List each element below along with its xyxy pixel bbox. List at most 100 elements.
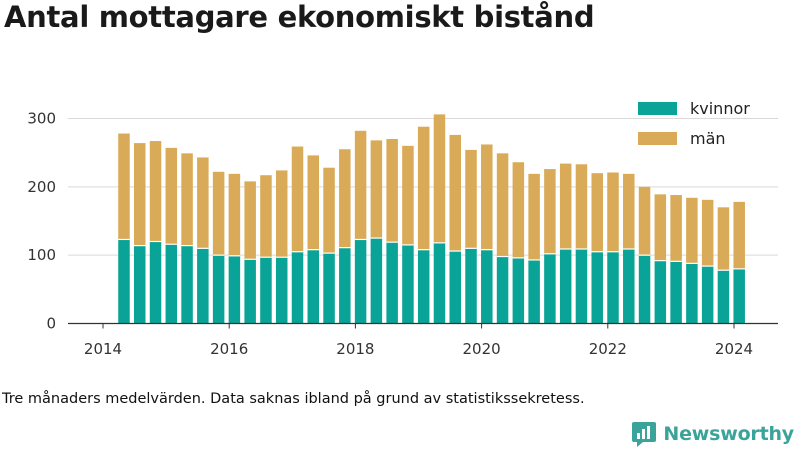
legend-swatch [638, 102, 677, 115]
bar-man [417, 126, 430, 250]
bar-kvinnor [323, 253, 335, 324]
bar-kvinnor [481, 249, 493, 324]
bar-kvinnor [559, 249, 572, 324]
stacked-bar-chart: 0 100 200 300 2014 2016 2018 2020 2022 2024 kvin… [27, 99, 778, 358]
legend: kvinnor män [638, 99, 750, 148]
y-tick-label: 100 [27, 246, 56, 264]
bar-kvinnor [402, 244, 414, 324]
bar-man [623, 173, 635, 250]
x-tick-label: 2014 [84, 340, 122, 358]
bar-kvinnor [623, 249, 635, 324]
bar-man [512, 162, 525, 258]
bar-kvinnor [575, 249, 588, 324]
x-tick-label: 2018 [336, 340, 374, 358]
bar-kvinnor [275, 257, 288, 324]
bar-man [118, 133, 130, 240]
bar-man [670, 195, 682, 262]
bar-man [433, 114, 446, 243]
bar-man [544, 169, 556, 254]
bar-kvinnor [134, 245, 146, 324]
bar-kvinnor [512, 257, 525, 324]
bar-man [197, 157, 209, 249]
bar-kvinnor [370, 238, 383, 324]
bar-kvinnor [197, 248, 209, 324]
bar-man [291, 146, 304, 252]
bar-man [260, 175, 272, 258]
bar-man [481, 144, 493, 250]
brand-logo[interactable]: Newsworthy [631, 420, 794, 448]
bar-kvinnor [433, 242, 446, 324]
y-tick-label: 0 [46, 315, 56, 333]
bar-kvinnor [291, 251, 304, 324]
bar-man [244, 181, 256, 260]
bar-kvinnor [465, 248, 477, 324]
bar-man [181, 153, 193, 246]
bar-kvinnor [354, 239, 367, 324]
bar-man [717, 207, 730, 271]
bar-kvinnor [149, 241, 162, 324]
bar-kvinnor [528, 259, 540, 324]
x-tick-label: 2022 [589, 340, 627, 358]
x-axis: 2014 2016 2018 2020 2022 2024 [68, 322, 778, 358]
bar-man [686, 197, 698, 264]
bar-man [228, 173, 241, 256]
y-tick-label: 200 [27, 178, 56, 196]
bar-kvinnor [260, 257, 272, 324]
bar-kvinnor [591, 251, 603, 324]
bar-man [559, 163, 572, 250]
bar-kvinnor [638, 255, 651, 324]
bar-man [212, 171, 225, 256]
bar-man [386, 139, 398, 243]
newsworthy-logo-icon [632, 422, 657, 447]
bar-kvinnor [244, 259, 256, 324]
bar-man [465, 149, 477, 249]
bar-kvinnor [544, 253, 556, 324]
y-tick-label: 300 [27, 110, 56, 128]
bar-man [339, 149, 351, 248]
bar-man [370, 140, 383, 239]
bar-man [733, 201, 745, 269]
bar-man [496, 153, 509, 257]
bar-kvinnor [212, 255, 225, 324]
bar-kvinnor [181, 245, 193, 324]
bar-man [149, 141, 162, 242]
bar-kvinnor [701, 266, 714, 324]
x-tick-label: 2020 [463, 340, 501, 358]
bar-man [701, 199, 714, 267]
bar-kvinnor [307, 249, 320, 324]
footnote: Tre månaders medelvärden. Data saknas ib… [2, 391, 585, 407]
bar-kvinnor [607, 251, 619, 324]
bar-man [165, 147, 178, 245]
bar-kvinnor [417, 249, 430, 324]
bar-man [354, 130, 367, 240]
x-tick-label: 2016 [210, 340, 248, 358]
x-tick-label: 2024 [715, 340, 753, 358]
bar-kvinnor [654, 260, 667, 324]
bar-kvinnor [686, 263, 698, 324]
bar-kvinnor [386, 242, 398, 324]
brand-name: Newsworthy [663, 423, 794, 445]
bar-kvinnor [118, 239, 130, 324]
bar-kvinnor [733, 268, 745, 324]
bar-kvinnor [449, 251, 461, 324]
legend-label: män [690, 129, 726, 148]
bar-man [323, 167, 335, 254]
bar-kvinnor [717, 270, 730, 324]
bar-man [638, 186, 651, 256]
bar-man [402, 145, 414, 245]
y-axis-ticks: 0 100 200 300 [27, 110, 56, 333]
legend-swatch [638, 132, 677, 145]
bar-man [591, 173, 603, 252]
legend-label: kvinnor [690, 99, 750, 118]
bar-man [134, 143, 146, 246]
bar-kvinnor [496, 256, 509, 324]
bar-man [575, 164, 588, 250]
chart-title: Antal mottagare ekonomiskt bistånd [4, 0, 595, 34]
bars [118, 114, 745, 324]
bar-kvinnor [165, 244, 178, 324]
bar-kvinnor [670, 261, 682, 324]
bar-man [654, 194, 667, 261]
bar-kvinnor [228, 255, 241, 324]
bar-man [449, 134, 461, 252]
bar-kvinnor [339, 247, 351, 324]
